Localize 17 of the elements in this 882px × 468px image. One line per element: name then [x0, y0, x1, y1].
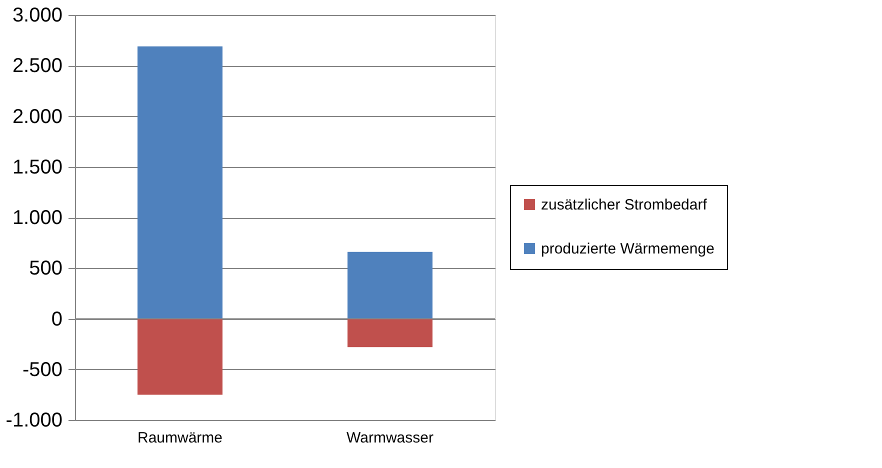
bar	[138, 318, 222, 395]
x-tick-label: Raumwärme	[137, 430, 223, 446]
bar	[138, 46, 222, 319]
bar	[348, 252, 432, 319]
y-tick-label: 0	[51, 308, 62, 330]
y-tick-label: -1.000	[6, 410, 62, 432]
legend-label: zusätzlicher Strombedarf	[541, 196, 708, 214]
x-tick-label: Warmwasser	[346, 430, 434, 446]
y-tick-label: 1.500	[12, 156, 62, 178]
y-tick-label: 3.000	[12, 4, 62, 26]
y-tick-label: 2.000	[12, 106, 62, 128]
bar	[348, 318, 432, 348]
legend-label: produzierte Wärmemenge	[541, 240, 714, 258]
y-tick-label: 500	[29, 258, 62, 280]
y-tick-label: 2.500	[12, 55, 62, 78]
y-tick-label: 1.000	[12, 207, 62, 229]
y-tick-label: -500	[22, 358, 62, 381]
